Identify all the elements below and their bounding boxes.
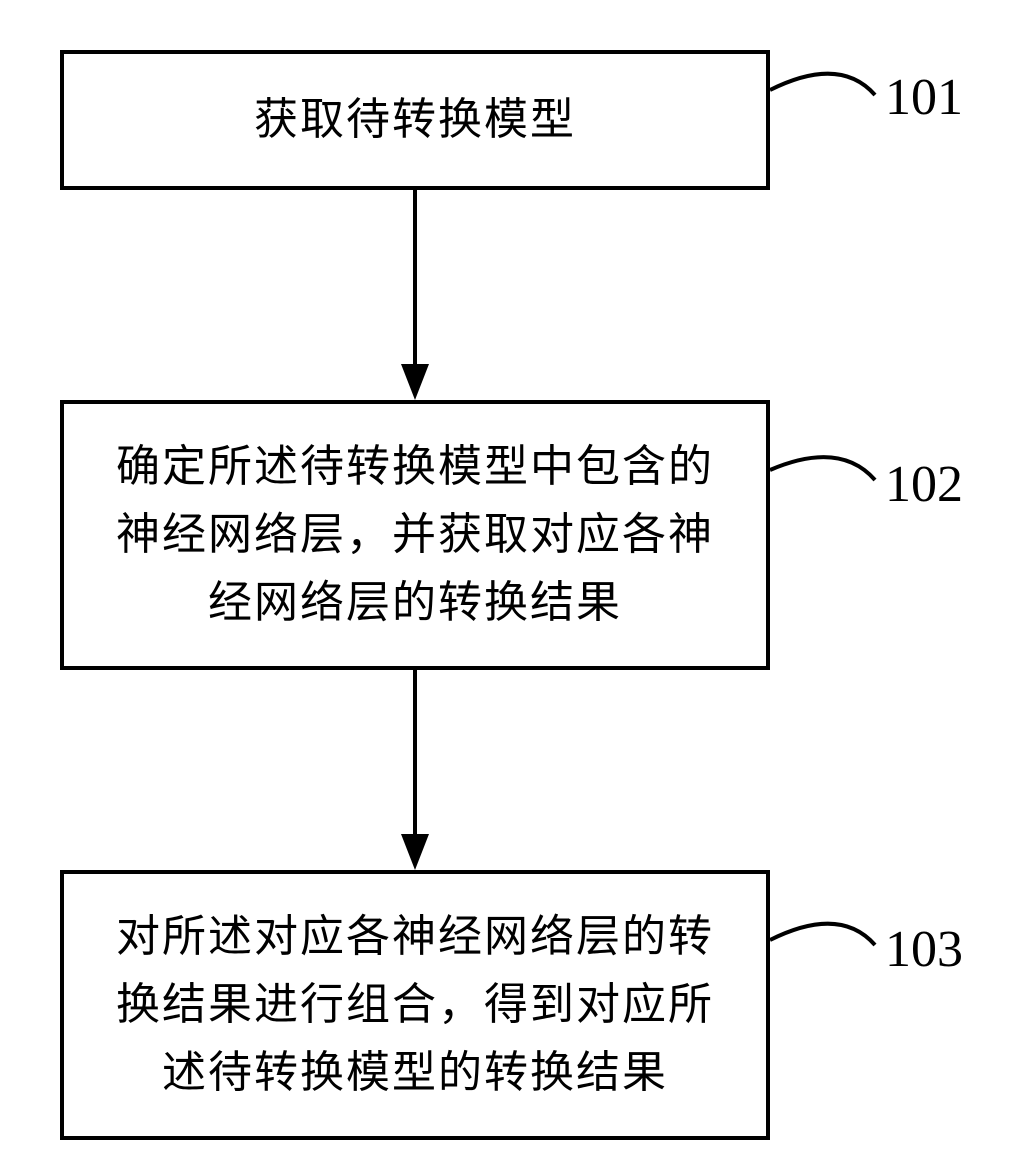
- callout-3: [0, 0, 1036, 1160]
- step-label-101: 101: [885, 68, 963, 127]
- flowchart-canvas: 获取待转换模型 确定所述待转换模型中包含的神经网络层，并获取对应各神经网络层的转…: [0, 0, 1036, 1160]
- step-label-102: 102: [885, 455, 963, 514]
- step-label-103: 103: [885, 920, 963, 979]
